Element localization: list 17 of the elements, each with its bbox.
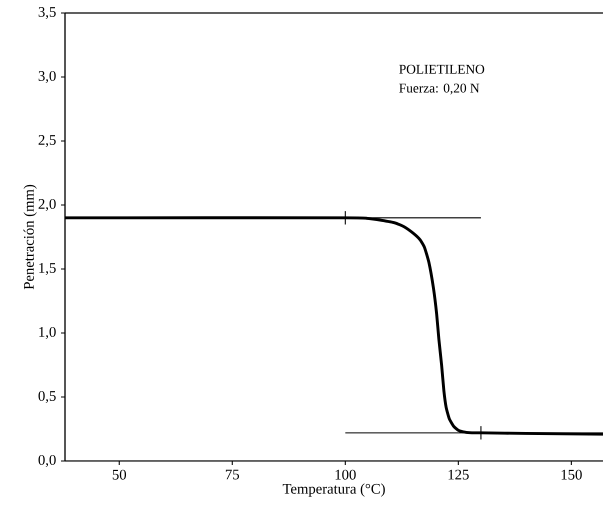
y-tick-label: 3,5 [38,7,56,19]
y-tick-label: 2,5 [38,135,56,147]
y-tick-label: 2,0 [38,198,56,211]
y-axis-title: Penetración (mm) [24,184,37,290]
y-tick-label: 3,0 [38,70,56,83]
x-tick-label: 150 [562,470,582,480]
y-tick-label: 0,5 [38,390,56,403]
x-tick-label: 50 [112,470,126,480]
annotation: POLIETILENO [399,64,484,74]
x-axis-title: Temperatura (°C) [282,483,385,497]
y-tick-label: 1,0 [39,326,56,339]
x-tick-label: 100 [336,470,356,480]
x-tick-label: 75 [226,470,240,480]
y-tick-label: 0,0 [38,454,56,467]
annotation: Fuerza: 0,20 N [399,84,480,95]
y-tick-label: 1,5 [39,263,56,275]
x-tick-label: 125 [448,470,469,480]
